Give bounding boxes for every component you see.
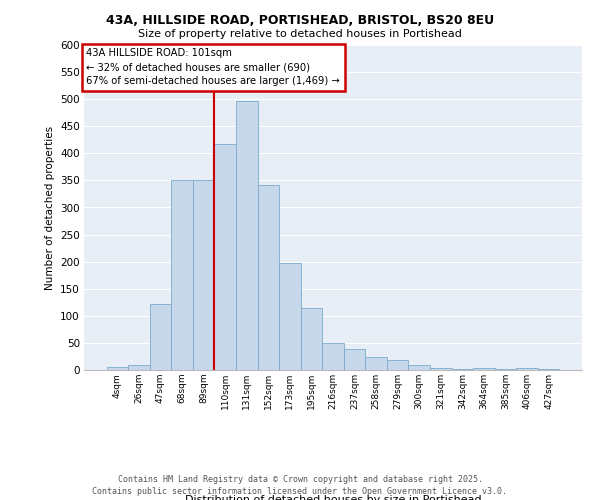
Bar — [473, 368, 494, 370]
Bar — [128, 364, 150, 370]
Bar — [150, 304, 172, 370]
Text: 43A HILLSIDE ROAD: 101sqm
← 32% of detached houses are smaller (690)
67% of semi: 43A HILLSIDE ROAD: 101sqm ← 32% of detac… — [86, 48, 340, 86]
Bar — [344, 350, 365, 370]
Bar — [214, 144, 236, 370]
Bar — [430, 368, 452, 370]
Bar — [301, 308, 322, 370]
Bar — [516, 368, 538, 370]
Bar — [172, 180, 193, 370]
Text: Contains HM Land Registry data © Crown copyright and database right 2025.
Contai: Contains HM Land Registry data © Crown c… — [92, 474, 508, 496]
Bar — [279, 264, 301, 370]
Bar — [365, 357, 387, 370]
Bar — [236, 101, 257, 370]
Bar — [107, 368, 128, 370]
Bar — [387, 360, 409, 370]
Bar — [409, 365, 430, 370]
Bar — [322, 343, 344, 370]
Y-axis label: Number of detached properties: Number of detached properties — [44, 126, 55, 290]
Bar — [538, 369, 559, 370]
X-axis label: Distribution of detached houses by size in Portishead: Distribution of detached houses by size … — [185, 496, 481, 500]
Bar — [193, 180, 214, 370]
Text: 43A, HILLSIDE ROAD, PORTISHEAD, BRISTOL, BS20 8EU: 43A, HILLSIDE ROAD, PORTISHEAD, BRISTOL,… — [106, 14, 494, 27]
Bar — [257, 184, 279, 370]
Text: Size of property relative to detached houses in Portishead: Size of property relative to detached ho… — [138, 29, 462, 39]
